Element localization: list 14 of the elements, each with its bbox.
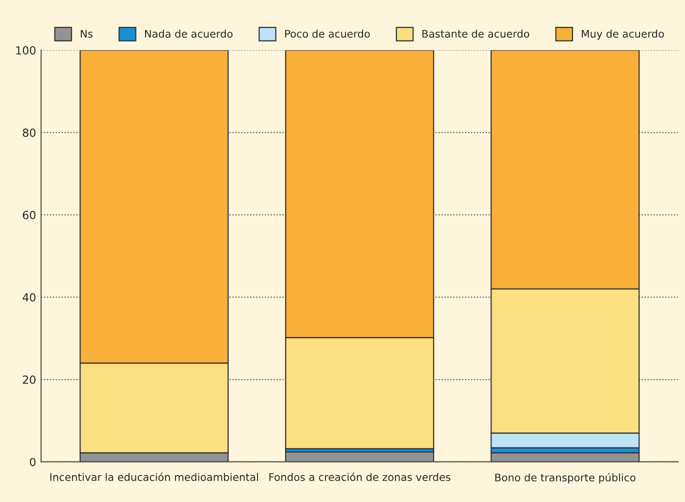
legend-label: Ns	[80, 30, 93, 38]
legend-label: Bastante de acuerdo	[422, 30, 530, 38]
legend-label: Muy de acuerdo	[582, 30, 664, 40]
x-tick-label: Fondos a creación de zonas verdes	[269, 472, 450, 482]
legend-label: Nada de acuerdo	[145, 30, 233, 38]
y-tick-label: 60	[22, 210, 36, 220]
y-tick-label: 80	[22, 128, 36, 137]
x-tick-label: Bono de transporte público	[495, 472, 636, 484]
y-tick-label: 40	[22, 293, 36, 302]
x-tick-label: Incentivar la educación medioambiental	[50, 472, 258, 482]
legend-label: Poco de acuerdo	[285, 30, 370, 38]
y-tick-label: 0	[30, 458, 36, 466]
y-tick-label: 100	[16, 46, 36, 55]
y-tick-label: 20	[22, 375, 36, 384]
